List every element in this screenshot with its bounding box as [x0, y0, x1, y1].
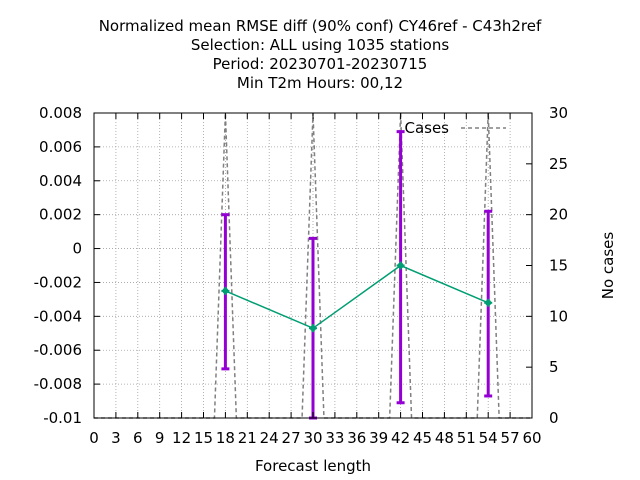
y2-tick-label: 5 — [549, 358, 559, 376]
cases-series — [94, 112, 532, 419]
title-line-2: Selection: ALL using 1035 stations — [190, 36, 450, 54]
chart-title: Normalized mean RMSE diff (90% conf) CY4… — [0, 17, 640, 93]
y-tick-label: 0.008 — [39, 104, 82, 122]
title-line-4: Min T2m Hours: 00,12 — [236, 74, 404, 92]
x-tick-label: 12 — [172, 429, 191, 447]
rmse-marker — [485, 299, 492, 306]
rmse-marker — [397, 262, 404, 269]
y-tick-label: -0.006 — [34, 341, 82, 359]
y2-tick-label: 0 — [549, 409, 559, 427]
rmse-marker — [222, 287, 229, 294]
x-tick-label: 51 — [457, 429, 476, 447]
x-tick-label: 30 — [303, 429, 322, 447]
x-tick-label: 0 — [89, 429, 99, 447]
error-bars — [221, 130, 493, 420]
title-line-1: Normalized mean RMSE diff (90% conf) CY4… — [98, 17, 542, 35]
x-tick-label: 57 — [501, 429, 520, 447]
y-tick-label: -0.002 — [34, 273, 82, 291]
rmse-series — [221, 261, 493, 333]
y2-tick-label: 10 — [549, 307, 568, 325]
x-tick-label: 15 — [194, 429, 213, 447]
y2-tick-label: 20 — [549, 206, 568, 224]
x-tick-label: 60 — [522, 429, 541, 447]
x-tick-label: 21 — [238, 429, 257, 447]
x-tick-label: 9 — [155, 429, 165, 447]
y-tick-label: -0.01 — [43, 409, 82, 427]
y-tick-label: 0.004 — [39, 172, 82, 190]
x-tick-label: 18 — [216, 429, 235, 447]
rmse-marker — [310, 325, 316, 332]
legend: Cases — [404, 119, 506, 137]
axis-ticks: 0 3 6 9 12 15 18 21 24 27 30 33 36 39 42 45 48 51 54 57 600.… — [34, 104, 568, 447]
rmse-line — [225, 264, 489, 330]
x-tick-label: 42 — [391, 429, 410, 447]
x-tick-label: 48 — [435, 429, 454, 447]
title-line-3: Period: 20230701-20230715 — [212, 55, 428, 73]
y-tick-label: -0.004 — [34, 307, 82, 325]
y2-tick-label: 25 — [549, 155, 568, 173]
x-tick-label: 6 — [133, 429, 143, 447]
x-tick-label: 24 — [260, 429, 279, 447]
x-tick-label: 45 — [413, 429, 432, 447]
x-tick-label: 27 — [282, 429, 301, 447]
x-tick-label: 33 — [325, 429, 344, 447]
legend-label-cases: Cases — [404, 119, 449, 137]
y-tick-label: 0.002 — [39, 206, 82, 224]
y-tick-label: 0.006 — [39, 138, 82, 156]
x-tick-label: 54 — [479, 429, 498, 447]
y2-tick-label: 15 — [549, 257, 568, 275]
y2-axis-label: No cases — [599, 232, 617, 300]
y-tick-label: 0 — [72, 240, 82, 258]
y2-tick-label: 30 — [549, 104, 568, 122]
x-tick-label: 36 — [347, 429, 366, 447]
x-tick-label: 3 — [111, 429, 121, 447]
x-tick-label: 39 — [369, 429, 388, 447]
y-tick-label: -0.008 — [34, 375, 82, 393]
cases-line — [94, 112, 532, 419]
x-axis-label: Forecast length — [255, 457, 371, 475]
